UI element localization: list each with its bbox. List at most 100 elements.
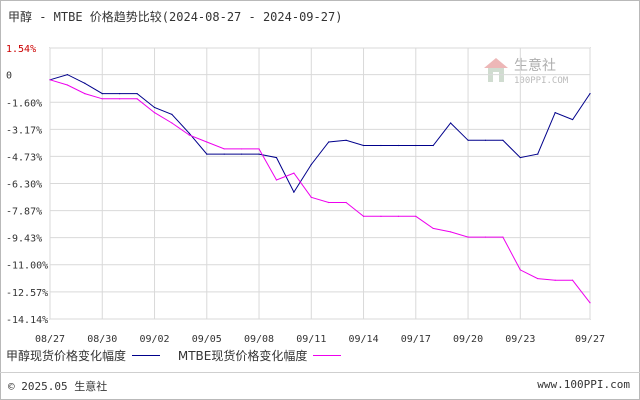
- legend-label-series1: 甲醇现货价格变化幅度: [6, 349, 127, 363]
- series-1-point: [450, 122, 452, 124]
- series-1-point: [275, 156, 278, 159]
- y-tick-label: 1.54%: [6, 44, 36, 55]
- series-1-point: [66, 74, 69, 76]
- series-1-point: [101, 93, 103, 95]
- footer-copyright: © 2025.05 生意社: [8, 380, 108, 393]
- series-1-point: [554, 112, 556, 114]
- x-tick-label: 09/11: [296, 334, 326, 345]
- x-tick-label: 09/17: [401, 334, 431, 345]
- x-tick-label: 09/05: [192, 334, 222, 345]
- series-2-point: [241, 148, 243, 150]
- series-2-point: [571, 279, 574, 281]
- series-1-point: [328, 141, 330, 143]
- footer-divider: [0, 372, 640, 373]
- series-2-point: [380, 215, 382, 217]
- series-2-point: [136, 98, 138, 100]
- legend: 甲醇现货价格变化幅度 MTBE现货价格变化幅度: [6, 347, 355, 364]
- series-1-point: [119, 93, 121, 95]
- x-tick-label: 08/30: [87, 334, 117, 345]
- y-tick-label: -11.00%: [6, 261, 48, 272]
- series-1-point: [571, 118, 574, 121]
- series-1-point: [136, 93, 138, 95]
- chart-title: 甲醇 - MTBE 价格趋势比较(2024-08-27 - 2024-09-27…: [8, 10, 343, 24]
- series-2-point: [258, 148, 260, 150]
- axis-layer: 1.54% 0 -1.60% -3.17% -4.73% -6.30% -7.87% -9.4…: [6, 44, 605, 345]
- y-tick-label: -12.57%: [6, 288, 48, 299]
- series-2-point: [397, 215, 399, 217]
- series-1-point: [258, 153, 260, 155]
- y-tick-label: -6.30%: [6, 180, 42, 191]
- y-tick-label: -1.60%: [6, 98, 42, 109]
- x-tick-label: 09/02: [139, 334, 169, 345]
- legend-line-series1: [132, 355, 161, 356]
- series-2-point: [188, 134, 190, 136]
- series-1-point: [206, 153, 208, 155]
- series-2-point: [467, 236, 469, 238]
- series-2-point: [519, 269, 521, 271]
- series-1-point: [223, 153, 225, 155]
- grid-layer: [49, 47, 591, 320]
- series-2-point: [84, 93, 86, 95]
- legend-item-series1: 甲醇现货价格变化幅度: [6, 347, 161, 364]
- series-2-point: [206, 141, 208, 143]
- series-2-point: [484, 236, 487, 238]
- series-1-point: [484, 139, 487, 141]
- series-2-point: [119, 98, 121, 100]
- footer-site-link[interactable]: www.100PPI.com: [537, 378, 630, 391]
- watermark-brand: 生意社: [514, 57, 556, 74]
- series-2-point: [589, 302, 591, 304]
- series-1-point: [519, 156, 521, 159]
- x-tick-label: 08/27: [35, 334, 65, 345]
- series-2-point: [362, 215, 365, 217]
- series-2-point: [345, 201, 347, 204]
- series-line-2: [49, 79, 591, 304]
- series-2-point: [275, 179, 278, 181]
- x-tick-label: 09/27: [575, 334, 605, 345]
- series-2-point: [554, 279, 556, 281]
- series-2-point: [101, 98, 103, 100]
- series-1-point: [293, 191, 295, 193]
- y-tick-label: -3.17%: [6, 125, 42, 136]
- series-1-point: [537, 153, 539, 155]
- series-1-point: [241, 153, 243, 155]
- series-2-point: [293, 172, 295, 174]
- series-2-point: [328, 201, 330, 204]
- x-tick-label: 09/20: [453, 334, 483, 345]
- series-1-point: [310, 163, 312, 166]
- series-1-point: [415, 144, 417, 147]
- series-layer: [49, 74, 591, 304]
- x-tick-label: 09/23: [505, 334, 535, 345]
- series-2-point: [502, 236, 504, 238]
- series-2-point: [49, 79, 51, 81]
- series-2-point: [171, 122, 173, 124]
- series-1-point: [589, 93, 591, 95]
- series-1-point: [188, 132, 190, 134]
- y-tick-label: -4.73%: [6, 152, 42, 163]
- series-1-point: [362, 144, 365, 147]
- series-1-point: [467, 139, 469, 141]
- series-1-point: [345, 139, 347, 141]
- series-2-point: [450, 231, 452, 233]
- series-1-point: [380, 144, 382, 147]
- series-line-1: [49, 74, 591, 194]
- y-tick-label: -14.14%: [6, 315, 48, 326]
- legend-label-series2: MTBE现货价格变化幅度: [177, 349, 308, 363]
- x-tick-label: 09/08: [244, 334, 274, 345]
- series-2-point: [537, 277, 539, 280]
- series-1-point: [84, 82, 86, 84]
- series-1-point: [171, 113, 173, 115]
- series-1-point: [397, 144, 399, 147]
- series-2-point: [310, 196, 312, 198]
- watermark-url: 100PPI.COM: [514, 76, 569, 86]
- x-tick-label: 09/14: [348, 334, 378, 345]
- y-tick-label: 0: [6, 71, 12, 82]
- series-1-point: [432, 144, 434, 147]
- series-1-point: [153, 106, 156, 109]
- series-2-point: [153, 112, 156, 114]
- series-2-point: [66, 84, 69, 86]
- legend-line-series2: [313, 355, 342, 356]
- legend-item-series2: MTBE现货价格变化幅度: [178, 347, 342, 364]
- series-1-point: [502, 139, 504, 141]
- series-2-point: [415, 215, 417, 217]
